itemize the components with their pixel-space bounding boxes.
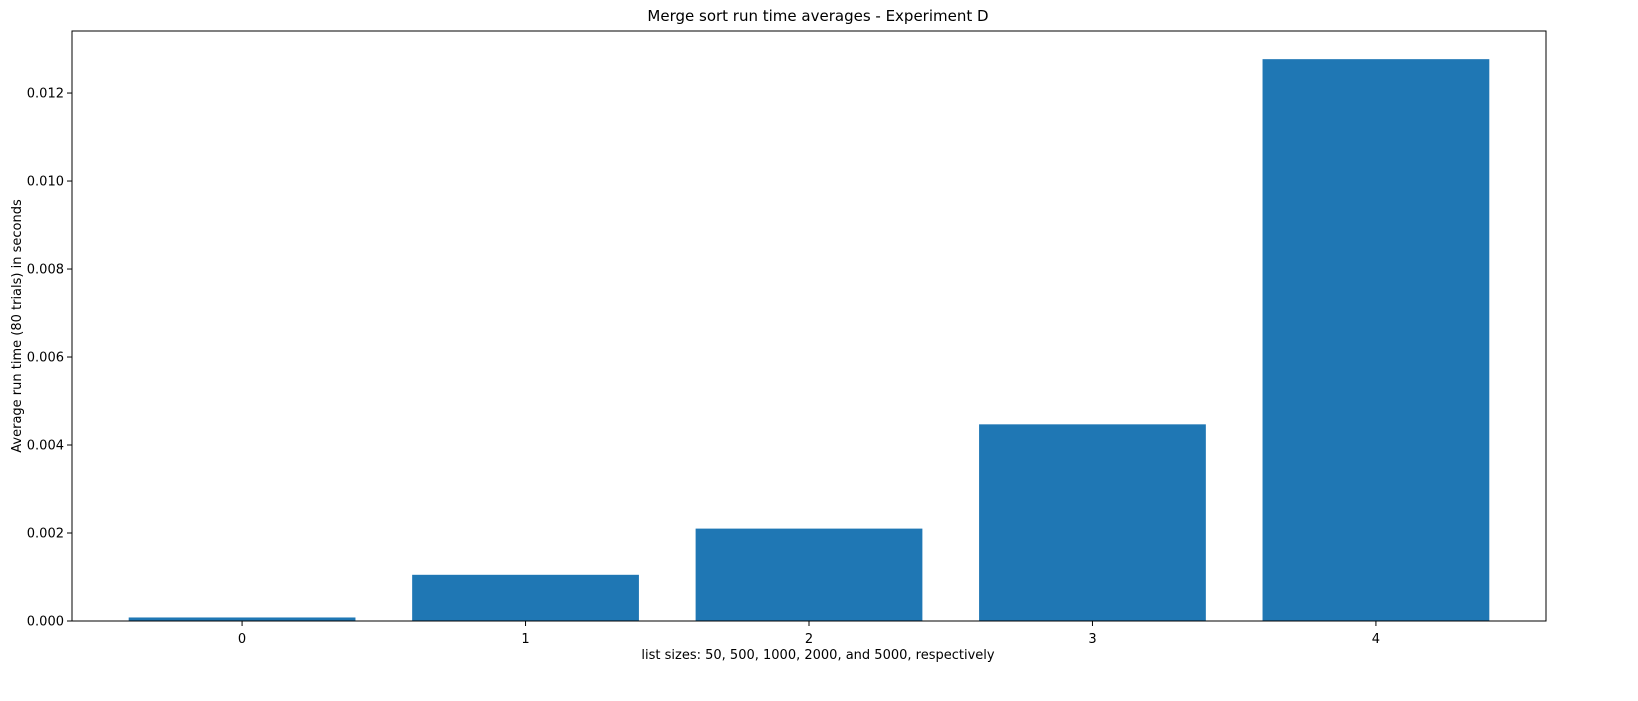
x-tick-label: 0 (238, 632, 246, 647)
y-tick-label: 0.004 (27, 439, 64, 454)
bar-0 (128, 617, 356, 621)
bar-3 (979, 424, 1206, 621)
bars-group (128, 59, 1490, 622)
y-tick-label: 0.008 (27, 263, 64, 278)
y-axis-ticks: 0.000 0.002 0.004 0.006 0.008 0.010 0.012 (27, 87, 72, 630)
plot-frame (71, 30, 1547, 622)
x-tick-label: 1 (521, 632, 529, 647)
x-tick-label: 2 (805, 632, 813, 647)
x-axis-ticks: 0 1 2 3 4 (238, 621, 1380, 647)
x-tick-label: 4 (1372, 632, 1380, 647)
y-tick-label: 0.006 (27, 351, 64, 366)
x-axis-label: list sizes: 50, 500, 1000, 2000, and 500… (641, 648, 994, 663)
y-axis-label: Average run time (80 trials) in seconds (10, 199, 25, 453)
y-tick-label: 0.012 (27, 87, 64, 102)
bar-4 (1262, 59, 1490, 622)
y-tick-label: 0.002 (27, 527, 64, 542)
y-tick-label: 0.000 (27, 615, 64, 630)
bar-2 (695, 528, 923, 621)
y-tick-label: 0.010 (27, 175, 64, 190)
chart-title: Merge sort run time averages - Experimen… (647, 7, 988, 25)
bar-1 (412, 574, 639, 621)
x-tick-label: 3 (1088, 632, 1096, 647)
